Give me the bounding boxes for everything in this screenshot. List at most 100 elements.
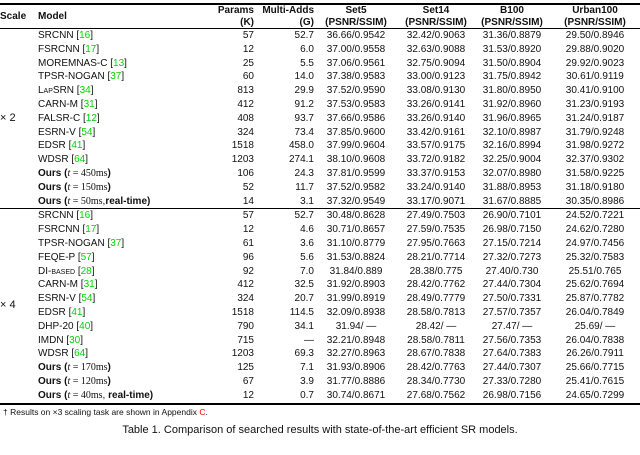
table-row: FSRCNN [17] 12 4.6 30.71/0.8657 27.59/0.7535… (0, 223, 640, 237)
cell-urban100: 25.66/0.7715 (565, 362, 625, 374)
cell-model: ESRN-V [54] (38, 126, 96, 138)
cell-urban100: 29.50/0.8946 (565, 30, 625, 41)
cell-params: 67 (242, 375, 254, 387)
cell-b100: 31.75/0.8942 (482, 71, 542, 83)
math-t: t (67, 362, 71, 374)
citation-link[interactable]: 64 (74, 154, 86, 166)
model-name: MOREMNAS-C (38, 57, 108, 69)
math-t: t (67, 167, 71, 179)
citation-link[interactable]: 31 (83, 98, 95, 110)
citation-link[interactable]: 37 (110, 71, 122, 83)
cell-model: WDSR [64] (38, 348, 89, 360)
cell-set5: 30.48/0.8628 (314, 208, 398, 224)
cell-urban100: 26.04/0.7838 (565, 334, 625, 346)
latency-value: 450ms (80, 167, 108, 179)
cell-urban100: 30.35/0.8986 (565, 195, 625, 207)
model-name: DHP-20 (38, 320, 74, 332)
cell-params: 790 (237, 320, 254, 332)
cell-multiadds: 52.7 (254, 208, 314, 224)
cell-b100: 31.53/0.8920 (482, 43, 542, 55)
cell-multiadds: 114.5 (289, 306, 314, 318)
cell-multiadds: 73.4 (294, 126, 314, 138)
citation-link[interactable]: 57 (80, 251, 92, 263)
ours-label: Ours ( (38, 167, 68, 179)
cell-set14: 32.42/0.9063 (406, 30, 466, 41)
model-name: WDSR (38, 154, 69, 166)
citation-link[interactable]: 41 (71, 140, 83, 152)
cell-set5: 36.66/0.9542 (326, 30, 386, 41)
cell-model: SRCNN [16] (38, 208, 212, 224)
citation-link[interactable]: 54 (81, 126, 93, 138)
cell-b100: 27.44/0.7307 (482, 362, 542, 374)
cell-set14: 28.58/0.7811 (407, 334, 465, 346)
cell-params: 1518 (231, 306, 254, 318)
cell-set14: 33.42/0.9161 (406, 126, 466, 138)
cell-set14: 27.95/0.7663 (406, 237, 466, 249)
model-name: ESRN-V (38, 293, 76, 305)
citation-link[interactable]: 37 (110, 237, 122, 249)
cell-b100: 31.36/0.8879 (482, 30, 542, 41)
cell-params: 412 (237, 98, 254, 110)
cell-set14: 27.49/0.7503 (398, 208, 474, 224)
citation-link[interactable]: 54 (81, 293, 93, 305)
cell-urban100: 26.04/0.7849 (565, 306, 625, 318)
cell-multiadds: 20.7 (294, 293, 314, 305)
table-row: × 2 SRCNN [16] 57 52.7 36.66/0.9542 32.42/0.9… (0, 29, 640, 124)
cell-set14: 33.24/0.9140 (406, 181, 466, 193)
cell-urban100: 31.23/0.9193 (565, 98, 625, 110)
math-t: t (67, 195, 71, 207)
cell-b100: 32.25/0.9004 (482, 154, 542, 166)
table-row: CARN-M [31] 412 32.5 31.92/0.8903 28.42/0.77… (0, 278, 640, 292)
model-name: EDSR (38, 140, 66, 152)
cell-params: 813 (237, 85, 254, 97)
cell-multiadds: 14.0 (294, 71, 314, 83)
citation-link[interactable]: 41 (71, 306, 83, 318)
cell-model: ESRN-V [54] (38, 293, 96, 305)
citation-link[interactable]: 13 (113, 57, 125, 69)
table-row: EDSR [41] 1518 114.5 32.09/0.8938 28.58/0.78… (0, 306, 640, 320)
cell-multiadds: 24.3 (294, 167, 314, 179)
citation-link[interactable]: 28 (80, 265, 92, 277)
cell-set5: 37.53/0.9583 (326, 98, 386, 110)
cell-model: CARN-M [31] (38, 98, 98, 110)
citation-link[interactable]: 31 (83, 279, 95, 291)
table-row: FSRCNN [17] 12 6.0 37.00/0.9558 32.63/0.9088… (0, 43, 640, 57)
model-name: TPSR-NOGAN (38, 237, 105, 249)
cell-urban100: 24.62/0.7280 (565, 224, 625, 236)
citation-link[interactable]: 64 (74, 348, 86, 360)
citation-link[interactable]: 30 (69, 334, 81, 346)
cell-urban100: 26.26/0.7911 (566, 348, 624, 360)
citation-link[interactable]: 16 (79, 210, 91, 222)
model-name: CARN-M (38, 98, 78, 110)
cell-set5: 31.10/0.8779 (326, 237, 386, 249)
table-row: WDSR [64] 1203 69.3 32.27/0.8963 28.67/0.783… (0, 347, 640, 361)
citation-link[interactable]: 17 (85, 43, 97, 55)
cell-set5: 31.94/ — (335, 320, 377, 332)
math-t: t (67, 375, 71, 387)
citation-link[interactable]: 16 (79, 30, 91, 41)
cell-model: TPSR-NOGAN [37] (38, 71, 125, 83)
cell-b100: 31.50/0.8904 (482, 57, 542, 69)
cell-set14: 33.00/0.9123 (406, 71, 466, 83)
cell-set14: 28.42/ — (415, 320, 457, 332)
cell-multiadds: 458.0 (288, 140, 314, 152)
cell-b100: 27.44/0.7304 (482, 279, 542, 291)
cell-set5: 31.53/0.8824 (326, 251, 386, 263)
model-name: FEQE-P (38, 251, 76, 263)
appendix-link[interactable]: C (199, 406, 206, 417)
citation-link[interactable]: 40 (79, 320, 91, 332)
citation-link[interactable]: 34 (79, 85, 91, 97)
citation-link[interactable]: 17 (85, 224, 97, 236)
cell-urban100: 31.24/0.9187 (565, 112, 625, 124)
cell-set5: 32.21/0.8948 (326, 334, 386, 346)
citation-link[interactable]: 12 (85, 112, 97, 124)
cell-b100: 27.33/0.7280 (482, 375, 542, 387)
table-row: Ours (t = 170ms) 125 7.1 31.93/0.8906 28.42/… (0, 361, 640, 375)
cell-params: 57 (242, 30, 254, 41)
table-footnote: † Results on ×3 scaling task are shown i… (0, 407, 640, 418)
column-header-set14: Set14 (PSNR/SSIM) (398, 4, 474, 29)
cell-multiadds: 7.0 (300, 265, 314, 277)
section-x4: × 4 SRCNN [16] 57 52.7 30.48/0.8628 27.49/0.7… (0, 208, 640, 404)
cell-params: 60 (242, 71, 254, 83)
cell-b100: 27.64/0.7383 (482, 348, 542, 360)
